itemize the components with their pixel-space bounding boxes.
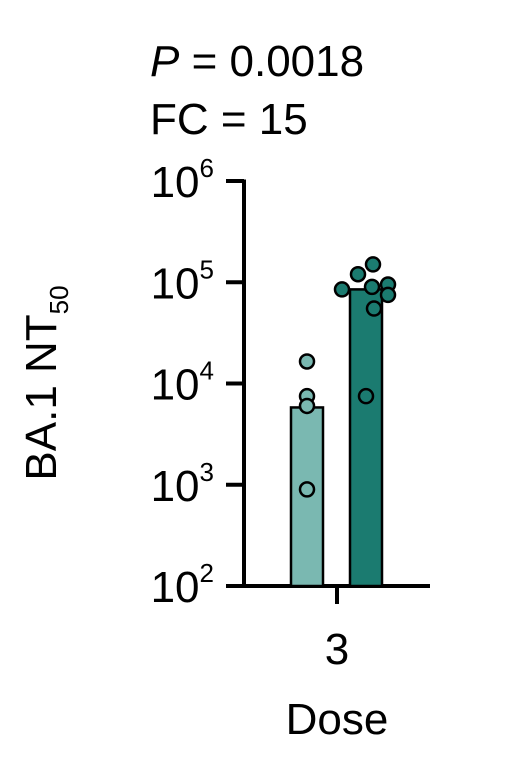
bar bbox=[289, 406, 325, 588]
p-value-annotation: P = 0.0018 bbox=[150, 40, 364, 84]
data-point bbox=[363, 278, 381, 296]
data-point bbox=[333, 281, 351, 298]
data-point bbox=[365, 300, 383, 317]
data-point bbox=[298, 397, 316, 415]
data-point bbox=[357, 387, 375, 405]
y-tick-label: 105 bbox=[151, 254, 214, 308]
data-point bbox=[379, 286, 397, 304]
chart-bars bbox=[289, 288, 384, 588]
data-point bbox=[349, 265, 367, 283]
y-tick-label: 102 bbox=[151, 558, 214, 612]
y-axis-title: BA.1 NT50 bbox=[17, 285, 74, 480]
data-point bbox=[298, 481, 316, 498]
x-axis-title: Dose bbox=[286, 695, 389, 744]
chart-points bbox=[298, 256, 397, 498]
bar bbox=[348, 288, 384, 588]
y-tick-label: 103 bbox=[151, 457, 214, 511]
y-tick-label: 106 bbox=[151, 153, 214, 207]
data-point bbox=[298, 353, 316, 370]
p-label: P bbox=[150, 37, 180, 86]
data-point bbox=[364, 256, 382, 273]
chart-axes bbox=[226, 179, 430, 604]
x-tick-label: 3 bbox=[325, 625, 349, 674]
p-value: = 0.0018 bbox=[191, 37, 365, 86]
fold-change-annotation: FC = 15 bbox=[150, 95, 308, 144]
chart-labels: 102 103 104 105 106 3 Dose BA.1 NT50 bbox=[17, 153, 388, 744]
y-tick-label: 104 bbox=[151, 356, 214, 410]
